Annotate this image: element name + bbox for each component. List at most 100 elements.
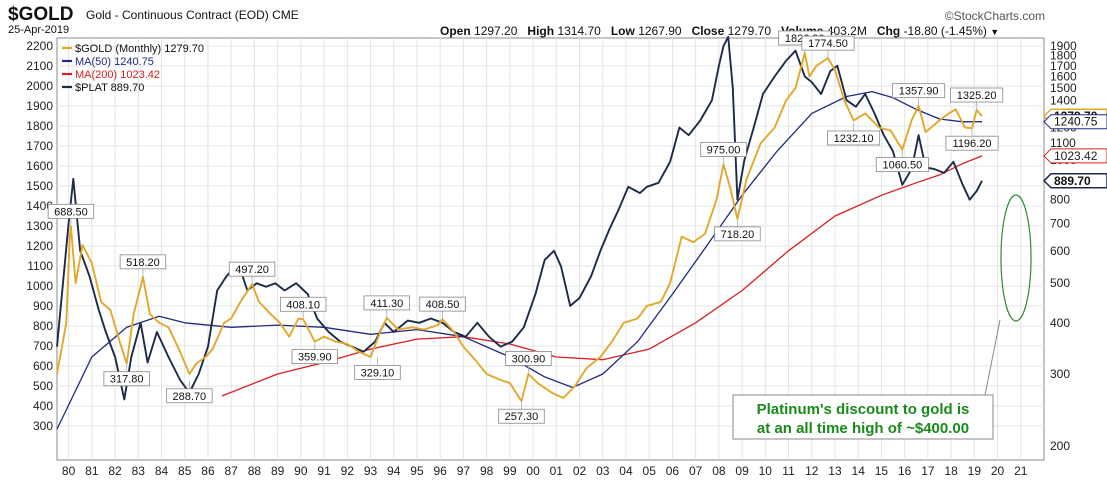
price-tag-label: 1240.75 [1054, 115, 1098, 129]
x-tick-label: 07 [689, 464, 703, 478]
x-axis: 80 81 82 83 84 85 86 87 88 89 90 91 92 93 94 95 96 97 98 99… [62, 464, 1028, 478]
right-tick-label: 400 [1050, 316, 1070, 330]
left-tick-label: 2200 [26, 39, 53, 53]
legend-entry: $GOLD (Monthly) 1279.70 [75, 43, 204, 55]
x-tick-label: 92 [341, 464, 355, 478]
data-label: 359.90 [298, 352, 332, 364]
x-tick-label: 19 [968, 464, 982, 478]
highlight-ellipse [1000, 194, 1032, 322]
data-label: 1060.50 [882, 160, 922, 172]
price-tag-box [1043, 114, 1107, 130]
volume-value: 403.2M [826, 24, 867, 38]
exchange-text: CME [272, 8, 299, 22]
left-tick-label: 900 [33, 299, 53, 313]
data-label: 518.20 [126, 257, 160, 269]
chart-date: 25-Apr-2019 [8, 24, 70, 36]
data-label: 1232.10 [834, 133, 874, 145]
left-tick-label: 2100 [26, 59, 53, 73]
right-tick-label: 200 [1050, 439, 1070, 453]
x-tick-label: 01 [550, 464, 564, 478]
data-label: 718.20 [721, 229, 755, 241]
chart-subtitle: Gold - Continuous Contract (EOD) CME [86, 8, 299, 22]
left-tick-label: 600 [33, 359, 53, 373]
left-tick-label: 400 [33, 399, 53, 413]
series-ma-200 [221, 155, 983, 397]
x-tick-label: 02 [573, 464, 587, 478]
left-tick-label: 300 [33, 419, 53, 433]
data-label: 408.50 [426, 299, 460, 311]
label-box [700, 142, 747, 157]
right-tick-label: 500 [1050, 276, 1070, 290]
data-label: 257.30 [505, 411, 539, 423]
label-box [505, 351, 552, 366]
x-tick-label: 95 [410, 464, 424, 478]
label-box [291, 349, 338, 365]
x-tick-label: 11 [782, 464, 795, 478]
label-box [875, 157, 929, 173]
left-tick-label: 1100 [27, 259, 53, 273]
right-axis: 2003004005006007008009001000110012001300… [1050, 39, 1077, 453]
data-label: 1357.90 [899, 86, 939, 98]
data-label: 408.10 [286, 299, 320, 311]
legend-entry: MA(200) 1023.42 [75, 69, 160, 81]
left-axis: 300 400 500 600 700 800 900 1000 1100 1200 1300 140… [26, 39, 53, 433]
label-box [945, 135, 999, 151]
label-box [119, 254, 167, 270]
x-tick-label: 96 [434, 464, 448, 478]
left-tick-label: 1400 [26, 199, 53, 213]
chevron-down-icon[interactable]: ▼ [990, 27, 1000, 37]
left-tick-label: 1900 [26, 99, 53, 113]
label-box [354, 365, 401, 380]
stockcharts-logo[interactable]: ©StockCharts.com [944, 9, 1045, 23]
legend-entry: MA(50) 1240.75 [75, 56, 154, 68]
x-tick-label: 98 [480, 464, 494, 478]
x-tick-label: 99 [503, 464, 517, 478]
x-tick-label: 13 [828, 464, 842, 478]
left-tick-label: 2000 [26, 79, 53, 93]
x-tick-label: 83 [132, 464, 146, 478]
data-labels: 688.50 317.80 518.20 288.70 497.20 408.10 359.… [47, 30, 1004, 424]
left-tick-label: 700 [33, 339, 53, 353]
x-tick-label: 17 [921, 464, 935, 478]
x-tick-label: 18 [944, 464, 958, 478]
x-tick-label: 85 [178, 464, 192, 478]
right-tick-label: 800 [1050, 193, 1070, 207]
x-tick-label: 88 [248, 464, 262, 478]
label-box [892, 83, 946, 99]
label-box [166, 388, 213, 404]
label-box [279, 296, 327, 312]
open-label: Open [440, 24, 471, 38]
label-box [419, 296, 466, 312]
left-tick-label: 1600 [26, 159, 53, 173]
data-label: 411.30 [370, 298, 403, 310]
data-label: 288.70 [173, 391, 207, 403]
annotation-box [732, 394, 994, 440]
low-label: Low [610, 24, 635, 38]
label-box [498, 408, 545, 424]
label-box [801, 35, 855, 51]
x-tick-label: 12 [805, 464, 819, 478]
left-tick-label: 1500 [26, 179, 53, 193]
x-tick-label: 08 [712, 464, 726, 478]
label-box [103, 371, 150, 387]
price-tag-label: 889.70 [1054, 174, 1091, 188]
data-label: 1196.20 [953, 138, 992, 150]
chg-value: -18.80 (-1.45%) [903, 24, 987, 38]
x-tick-label: 04 [619, 464, 633, 478]
open-value: 1297.20 [474, 24, 518, 38]
x-tick-label: 87 [224, 464, 238, 478]
series-layer [56, 35, 983, 430]
left-tick-label: 500 [33, 379, 53, 393]
price-tag-box [1042, 173, 1107, 189]
right-tick-label: 1100 [1050, 136, 1076, 150]
left-tick-label: 800 [33, 319, 53, 333]
data-label: 688.50 [54, 206, 88, 218]
data-label: 1325.20 [957, 90, 997, 102]
x-tick-label: 90 [294, 464, 308, 478]
right-tick-label: 1600 [1050, 70, 1077, 84]
label-box [950, 87, 1004, 103]
right-tick-label: 1900 [1050, 39, 1077, 53]
data-label: 497.20 [235, 264, 269, 276]
